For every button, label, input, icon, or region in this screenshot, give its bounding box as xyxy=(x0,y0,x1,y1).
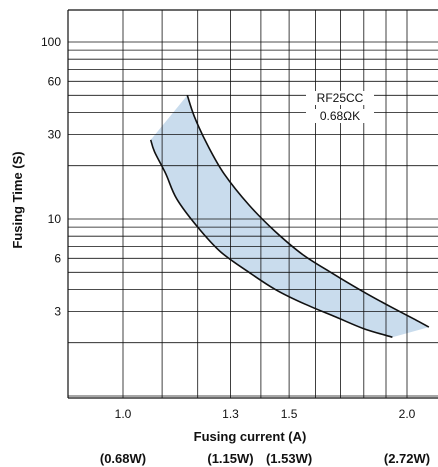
y-tick-label: 3 xyxy=(54,305,61,319)
power-label: (1.15W) xyxy=(207,451,253,466)
y-tick-label: 30 xyxy=(48,128,62,142)
power-label: (0.68W) xyxy=(100,451,146,466)
annotation-background xyxy=(306,109,374,123)
x-axis-label: Fusing current (A) xyxy=(194,429,307,444)
power-label: (1.53W) xyxy=(266,451,312,466)
annotation-layer: RF25CC 0.68ΩK xyxy=(306,91,374,123)
x-tick-label: 2.0 xyxy=(399,407,416,421)
tolerance-band-layer xyxy=(150,95,429,338)
power-label: (2.72W) xyxy=(384,451,430,466)
annotation-model: RF25CC xyxy=(317,91,364,105)
power-label-layer: (0.68W) (1.15W) (1.53W) (2.72W) xyxy=(100,451,430,466)
tolerance-band xyxy=(150,95,429,338)
y-tick-label: 100 xyxy=(41,35,61,49)
y-tick-label: 60 xyxy=(48,74,62,88)
x-tick-label: 1.3 xyxy=(222,407,239,421)
lower-limit-curve xyxy=(149,139,393,338)
y-tick-label: 10 xyxy=(48,212,62,226)
grid-layer xyxy=(68,10,438,398)
y-tick-label: 6 xyxy=(54,251,61,265)
annotation-resistance: 0.68ΩK xyxy=(320,109,360,123)
x-tick-label: 1.5 xyxy=(281,407,298,421)
x-tick-label: 1.0 xyxy=(115,407,132,421)
plot-frame-layer xyxy=(67,9,438,399)
curve-layer xyxy=(149,95,430,338)
tick-label-layer: 100 60 30 10 6 3 1.0 1.3 1.5 2.0 xyxy=(41,35,416,421)
y-axis-label: Fusing Time (S) xyxy=(10,151,25,248)
annotation-background xyxy=(306,91,374,105)
upper-limit-curve xyxy=(186,95,430,328)
